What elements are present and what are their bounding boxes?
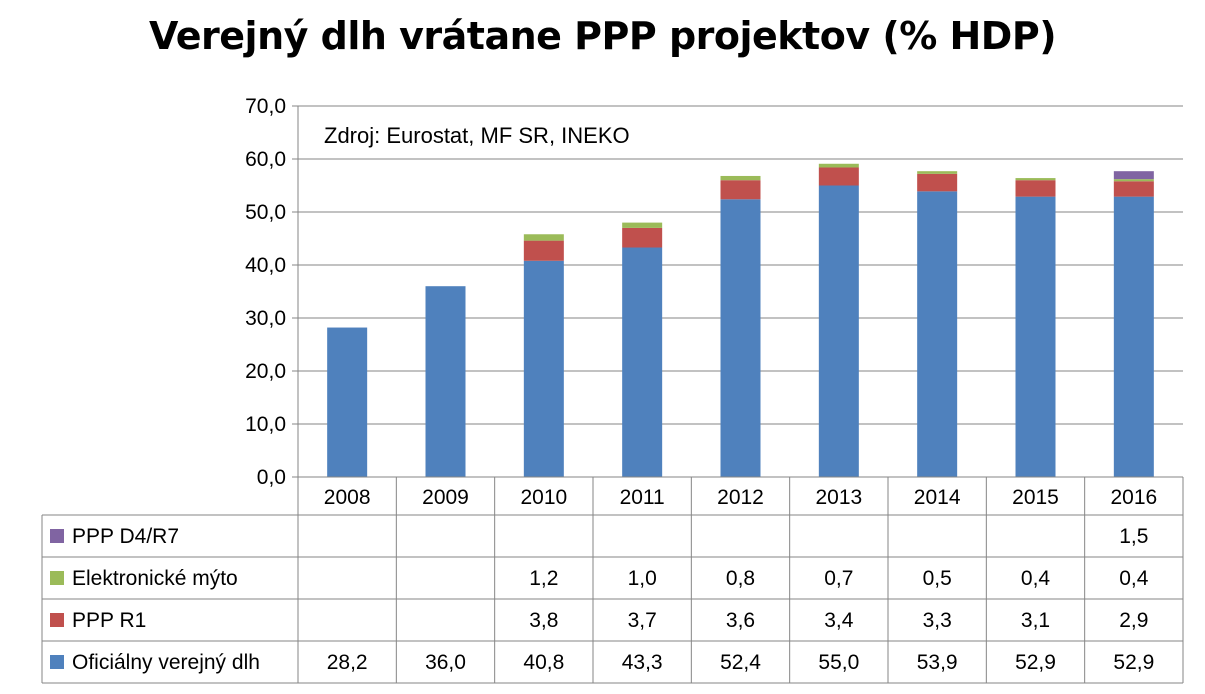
x-tick-label: 2013 xyxy=(815,486,862,509)
data-label: 0,4 xyxy=(1021,567,1051,590)
bar-segment xyxy=(720,175,761,181)
bar-segment xyxy=(818,163,859,168)
y-tick-label: 0,0 xyxy=(257,466,286,489)
x-tick-label: 2011 xyxy=(620,486,665,509)
data-label: 3,8 xyxy=(529,609,558,632)
data-label: 52,4 xyxy=(720,651,761,674)
data-label: 3,4 xyxy=(824,609,854,632)
chart-title: Verejný dlh vrátane PPP projektov (% HDP… xyxy=(148,14,1057,58)
y-tick-label: 10,0 xyxy=(245,413,286,436)
y-tick-label: 50,0 xyxy=(245,201,286,224)
bar-segment xyxy=(327,327,368,477)
bar-segment xyxy=(622,222,663,228)
axes: 0,0 10,0 20,0 30,0 40,0 50,0 60,0 70,0 xyxy=(245,95,1183,489)
x-tick-label: 2009 xyxy=(422,486,469,509)
data-label: 43,3 xyxy=(622,651,663,674)
data-label: 0,4 xyxy=(1119,567,1149,590)
data-label: 53,9 xyxy=(917,651,958,674)
data-label: 36,0 xyxy=(425,651,466,674)
bar-segment xyxy=(425,286,466,477)
x-tick-label: 2016 xyxy=(1110,486,1157,509)
data-label: 3,3 xyxy=(923,609,952,632)
legend-swatch xyxy=(50,571,64,585)
bar-segment xyxy=(1113,179,1154,182)
data-label: 3,6 xyxy=(726,609,755,632)
bars xyxy=(327,163,1154,477)
x-tick-label: 2015 xyxy=(1012,486,1059,509)
data-label: 52,9 xyxy=(1015,651,1056,674)
bar-segment xyxy=(523,234,564,241)
y-tick-label: 30,0 xyxy=(245,307,286,330)
bar-segment xyxy=(917,191,958,477)
bar-segment xyxy=(917,171,958,174)
source-annotation: Zdroj: Eurostat, MF SR, INEKO xyxy=(324,123,630,148)
data-label: 0,5 xyxy=(923,567,952,590)
bar-segment xyxy=(1113,196,1154,477)
legend-label: Oficiálny verejný dlh xyxy=(72,651,260,674)
bar-segment xyxy=(917,173,958,192)
bar-segment xyxy=(1113,181,1154,197)
data-label: 2,9 xyxy=(1119,609,1148,632)
data-label: 1,2 xyxy=(529,567,558,590)
y-tick-label: 60,0 xyxy=(245,148,286,171)
data-label: 3,1 xyxy=(1021,609,1050,632)
legend-swatch xyxy=(50,529,64,543)
data-table: 2008 2009 2010 2011 2012 2013 2014 2015 2016 PPP … xyxy=(41,477,1184,684)
data-label: 28,2 xyxy=(327,651,368,674)
bar-segment xyxy=(818,185,859,477)
legend-label: PPP D4/R7 xyxy=(72,525,179,548)
bar-segment xyxy=(720,180,761,200)
bar-segment xyxy=(1015,180,1056,197)
y-tick-label: 20,0 xyxy=(245,360,286,383)
data-label: 0,8 xyxy=(726,567,755,590)
x-tick-label: 2014 xyxy=(914,486,961,509)
bar-segment xyxy=(622,227,663,248)
bar-segment xyxy=(523,260,564,477)
legend-label: Elektronické mýto xyxy=(72,567,238,590)
data-label: 1,0 xyxy=(628,567,657,590)
y-tick-label: 70,0 xyxy=(245,95,286,118)
legend-swatch xyxy=(50,613,64,627)
legend-swatch xyxy=(50,655,64,669)
data-label: 3,7 xyxy=(628,609,657,632)
data-label: 40,8 xyxy=(523,651,564,674)
data-label: 0,7 xyxy=(824,567,853,590)
bar-segment xyxy=(818,167,859,186)
x-tick-label: 2008 xyxy=(324,486,371,509)
bar-segment xyxy=(1015,178,1056,181)
bar-segment xyxy=(622,247,663,477)
bar-segment xyxy=(1015,196,1056,477)
data-label: 55,0 xyxy=(818,651,859,674)
x-tick-label: 2010 xyxy=(520,486,567,509)
bar-segment xyxy=(720,199,761,477)
bar-segment xyxy=(523,240,564,261)
x-tick-label: 2012 xyxy=(717,486,764,509)
y-tick-label: 40,0 xyxy=(245,254,286,277)
data-label: 52,9 xyxy=(1113,651,1154,674)
bar-segment xyxy=(1113,171,1154,180)
data-label: 1,5 xyxy=(1119,525,1148,548)
legend-label: PPP R1 xyxy=(72,609,146,632)
